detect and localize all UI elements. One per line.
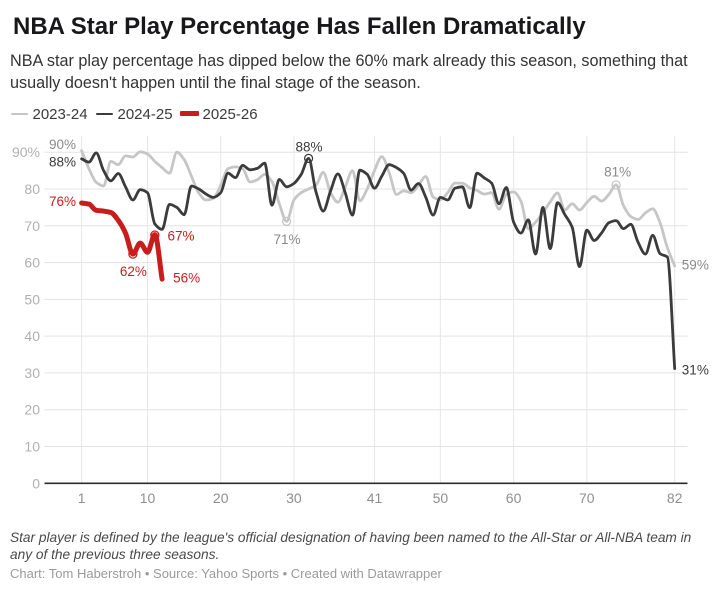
svg-text:56%: 56%: [173, 271, 200, 286]
svg-text:70: 70: [579, 490, 595, 506]
svg-text:50: 50: [433, 490, 449, 506]
svg-text:20: 20: [24, 402, 40, 418]
svg-text:40: 40: [24, 328, 40, 344]
svg-text:60: 60: [506, 490, 522, 506]
svg-text:62%: 62%: [120, 264, 147, 279]
svg-text:30: 30: [286, 490, 302, 506]
svg-text:10: 10: [24, 439, 40, 455]
svg-text:1: 1: [78, 490, 86, 506]
svg-text:81%: 81%: [604, 165, 631, 180]
svg-text:50: 50: [24, 291, 40, 307]
svg-text:59%: 59%: [682, 258, 709, 273]
svg-text:76%: 76%: [49, 194, 76, 209]
svg-text:82: 82: [667, 490, 683, 506]
svg-text:88%: 88%: [49, 155, 76, 170]
svg-text:71%: 71%: [273, 232, 300, 247]
svg-text:88%: 88%: [295, 140, 322, 155]
svg-text:60: 60: [24, 255, 40, 271]
svg-text:30: 30: [24, 365, 40, 381]
svg-text:41: 41: [367, 490, 383, 506]
svg-text:20: 20: [213, 490, 229, 506]
svg-text:10: 10: [140, 490, 156, 506]
svg-text:90%: 90%: [12, 144, 40, 160]
svg-text:80: 80: [24, 181, 40, 197]
svg-text:31%: 31%: [682, 363, 709, 378]
svg-text:67%: 67%: [168, 229, 195, 244]
svg-text:90%: 90%: [49, 137, 76, 152]
svg-text:0: 0: [32, 475, 40, 491]
svg-text:70: 70: [24, 218, 40, 234]
